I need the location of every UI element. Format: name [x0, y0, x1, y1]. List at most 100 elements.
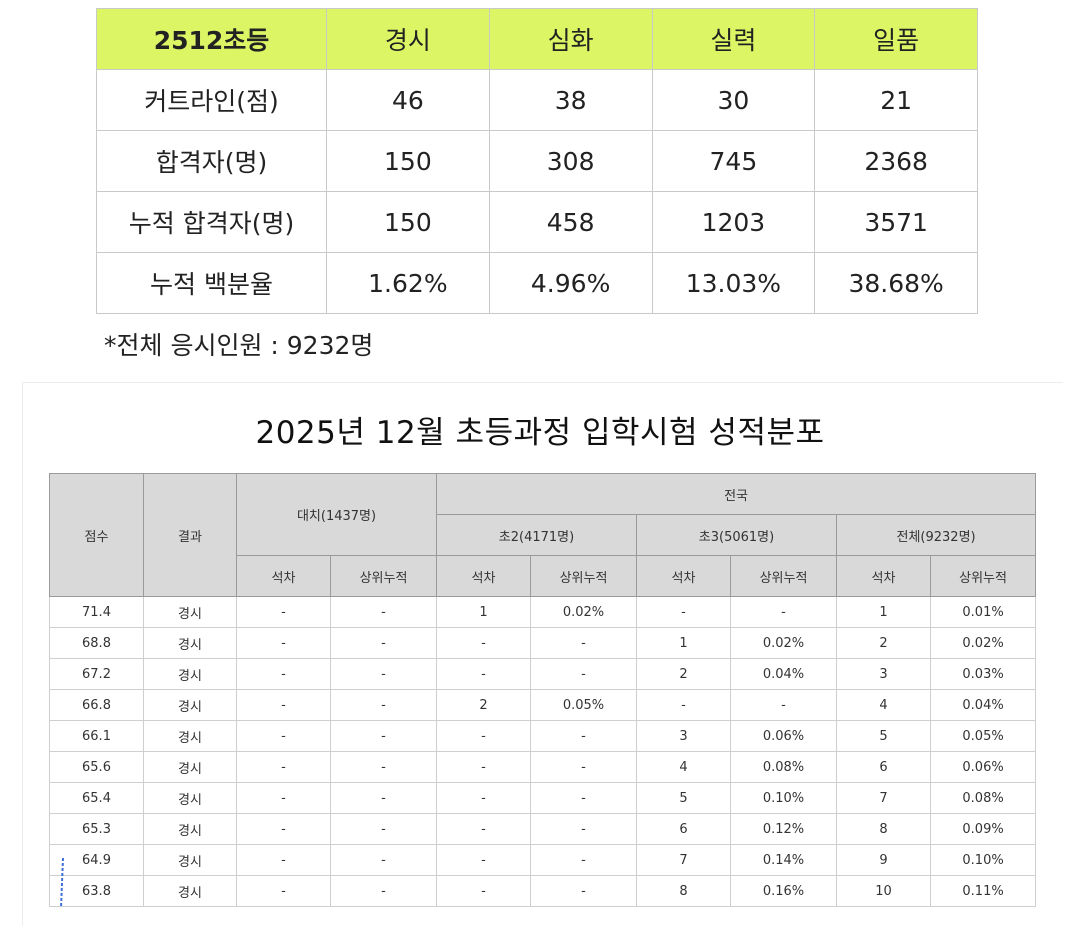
cell-daechi-cumulative: - [329, 720, 438, 752]
cell-cho2-cumulative: - [530, 813, 638, 845]
header-rank: 석차 [436, 555, 532, 597]
cell-daechi-rank: - [236, 751, 331, 783]
summary-cell: 4.96% [488, 252, 653, 314]
cell-cho2-cumulative: - [530, 627, 638, 659]
cell-daechi-cumulative: - [329, 596, 438, 628]
cell-cho2-cumulative: - [530, 720, 638, 752]
cell-cho2-cumulative: - [530, 875, 638, 907]
cell-total-rank: 4 [836, 689, 932, 721]
cell-cho3-rank: 4 [636, 751, 732, 783]
cell-cho3-rank: 5 [636, 782, 732, 814]
table-row: 66.1 경시 - - - -3 0.06% 5 0.05% [49, 720, 1037, 752]
table-row: 65.4 경시 - - - -5 0.10% 7 0.08% [49, 782, 1037, 814]
cell-daechi-cumulative: - [329, 658, 438, 690]
summary-row-label: 누적 합격자(명) [96, 191, 327, 253]
cell-score: 65.4 [49, 782, 144, 814]
table-row: 64.9 경시 - - - -7 0.14% 9 0.10% [49, 844, 1037, 876]
cell-cho2-cumulative: 0.05% [530, 689, 638, 721]
cell-score: 67.2 [49, 658, 144, 690]
cell-cho3-cumulative: - [730, 689, 838, 721]
cell-cho2-cumulative: - [530, 751, 638, 783]
table-row: 63.8 경시 - - - -8 0.16% 10 0.11% [49, 875, 1037, 907]
summary-cell: 458 [488, 191, 653, 253]
header-cumulative: 상위누적 [530, 555, 638, 597]
cell-total-cumulative: 0.04% [930, 689, 1037, 721]
summary-cell: 30 [651, 69, 816, 131]
summary-header-exam: 2512초등 [96, 8, 327, 70]
summary-cell: 150 [326, 191, 490, 253]
cell-daechi-rank: - [236, 875, 331, 907]
cutline-summary-table: 2512초등 경시 심화 실력 일품 커트라인(점) 46 38 30 21 합… [96, 8, 978, 314]
cell-total-rank: 5 [836, 720, 932, 752]
cell-cho3-cumulative: 0.08% [730, 751, 838, 783]
cell-cho3-cumulative: 0.16% [730, 875, 838, 907]
cell-score: 64.9 [49, 844, 144, 876]
cell-cho3-rank: 2 [636, 658, 732, 690]
cell-total-cumulative: 0.03% [930, 658, 1037, 690]
cell-daechi-rank: - [236, 782, 331, 814]
cell-cho2-rank: - [436, 782, 532, 814]
cell-cho3-rank: 6 [636, 813, 732, 845]
cell-cho2-cumulative: - [530, 782, 638, 814]
header-cumulative: 상위누적 [730, 555, 838, 597]
summary-row-label: 누적 백분율 [96, 252, 327, 314]
cell-result: 경시 [143, 658, 237, 690]
cell-cho2-rank: - [436, 813, 532, 845]
summary-row-cumulative-passers: 누적 합격자(명) 150 458 1203 3571 [96, 191, 978, 253]
cell-score: 66.1 [49, 720, 144, 752]
table-row: 65.3 경시 - - - -6 0.12% 8 0.09% [49, 813, 1037, 845]
cell-total-rank: 7 [836, 782, 932, 814]
score-distribution-table: 점수 결과 대치(1437명) 전국 초2(4171명) 초3(5061명) 전… [49, 473, 1037, 907]
cell-cho2-cumulative: - [530, 658, 638, 690]
cell-total-cumulative: 0.05% [930, 720, 1037, 752]
cell-result: 경시 [143, 596, 237, 628]
cell-total-rank: 10 [836, 875, 932, 907]
cell-daechi-cumulative: - [329, 751, 438, 783]
cell-cho3-cumulative: 0.06% [730, 720, 838, 752]
cell-daechi-rank: - [236, 844, 331, 876]
summary-cell: 1203 [651, 191, 816, 253]
cell-total-rank: 9 [836, 844, 932, 876]
summary-cell: 13.03% [651, 252, 816, 314]
cell-cho2-cumulative: - [530, 844, 638, 876]
total-examinees-note: *전체 응시인원 : 9232명 [104, 331, 374, 360]
distribution-title: 2025년 12월 초등과정 입학시험 성적분포 [255, 415, 825, 451]
cell-cho3-cumulative: - [730, 596, 838, 628]
cell-daechi-rank: - [236, 658, 331, 690]
table-row: 71.4 경시 - -1 0.02% - -1 0.01% [49, 596, 1037, 628]
cell-total-cumulative: 0.11% [930, 875, 1037, 907]
dist-header-row-1: 점수 결과 대치(1437명) 전국 [49, 473, 1037, 597]
cell-result: 경시 [143, 689, 237, 721]
summary-cell: 3571 [814, 191, 978, 253]
summary-header-level: 경시 [326, 8, 490, 70]
summary-cell: 38 [488, 69, 653, 131]
table-row: 65.6 경시 - - - -4 0.08% 6 0.06% [49, 751, 1037, 783]
cell-daechi-cumulative: - [329, 875, 438, 907]
cell-cho3-rank: - [636, 596, 732, 628]
cell-daechi-rank: - [236, 689, 331, 721]
cell-cho3-rank: 3 [636, 720, 732, 752]
cell-cho2-rank: 2 [436, 689, 532, 721]
header-rank: 석차 [836, 555, 932, 597]
cell-result: 경시 [143, 751, 237, 783]
cell-score: 66.8 [49, 689, 144, 721]
cell-total-cumulative: 0.02% [930, 627, 1037, 659]
header-result: 결과 [143, 473, 237, 597]
summary-row-label: 커트라인(점) [96, 69, 327, 131]
summary-cell: 46 [326, 69, 490, 131]
cell-result: 경시 [143, 782, 237, 814]
summary-header-level: 일품 [814, 8, 978, 70]
summary-header-level: 실력 [651, 8, 816, 70]
cell-total-cumulative: 0.06% [930, 751, 1037, 783]
cell-cho3-cumulative: 0.04% [730, 658, 838, 690]
cell-cho3-cumulative: 0.12% [730, 813, 838, 845]
cell-daechi-rank: - [236, 596, 331, 628]
cell-cho3-rank: 7 [636, 844, 732, 876]
cell-daechi-cumulative: - [329, 813, 438, 845]
table-row: 67.2 경시 - - - -2 0.04% 3 0.03% [49, 658, 1037, 690]
cell-result: 경시 [143, 720, 237, 752]
cell-cho2-rank: - [436, 875, 532, 907]
dist-header-row-2: 초2(4171명) 초3(5061명) 전체(9232명) [50, 514, 1037, 556]
cell-score: 68.8 [49, 627, 144, 659]
cell-cho3-rank: 1 [636, 627, 732, 659]
